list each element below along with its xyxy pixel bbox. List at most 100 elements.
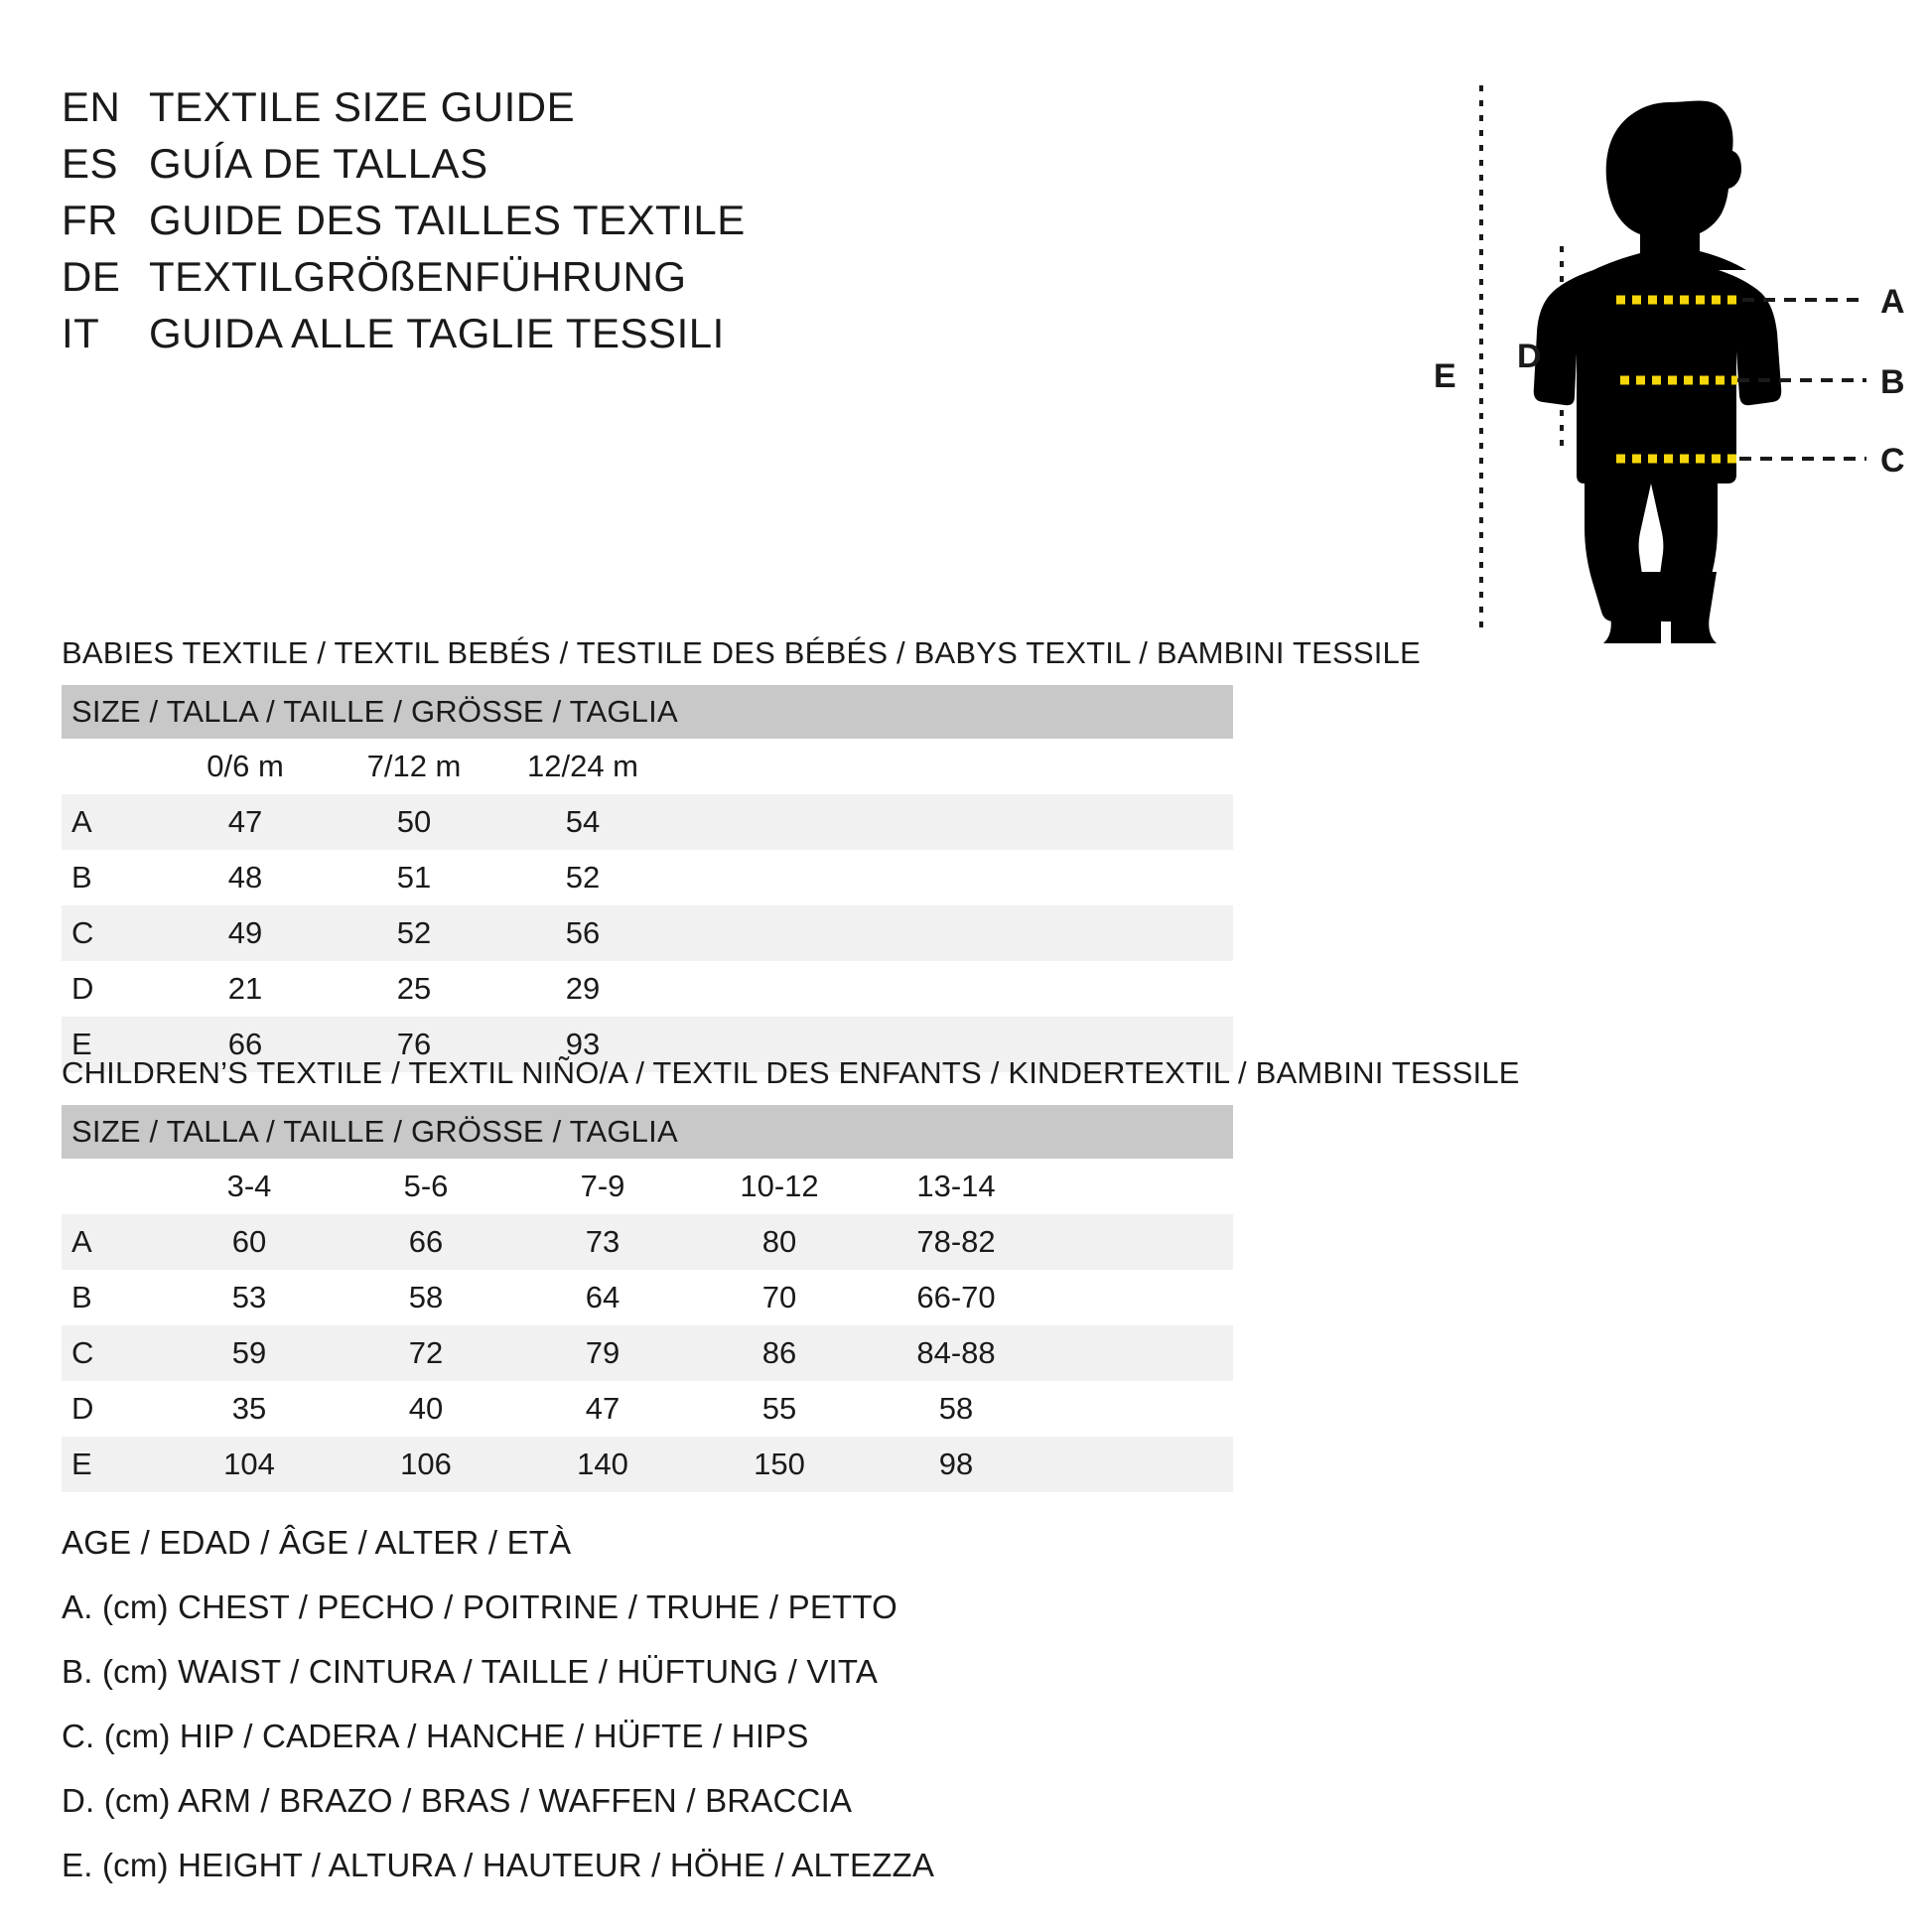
babies-cell-d-fill — [667, 961, 1234, 1017]
children-row-label-b: B — [62, 1270, 161, 1325]
table-row: C 59 72 79 86 84-88 — [62, 1325, 1234, 1381]
children-row-label-e: E — [62, 1437, 161, 1492]
children-cell-c-fill — [1044, 1325, 1234, 1381]
children-cell-c-2: 79 — [514, 1325, 691, 1381]
table-row: C 49 52 56 — [62, 905, 1234, 961]
children-cell-b-3: 70 — [691, 1270, 868, 1325]
babies-cell-c-0: 49 — [161, 905, 330, 961]
language-code-en: EN — [62, 83, 121, 130]
babies-corner-cell — [62, 739, 161, 794]
babies-cell-d-1: 25 — [330, 961, 498, 1017]
children-cell-e-1: 106 — [338, 1437, 514, 1492]
children-cell-d-1: 40 — [338, 1381, 514, 1437]
babies-cell-d-2: 29 — [498, 961, 667, 1017]
language-title-en: TEXTILE SIZE GUIDE — [149, 83, 576, 130]
babies-cell-c-fill — [667, 905, 1234, 961]
table-row: A 47 50 54 — [62, 794, 1234, 850]
table-row: E 104 106 140 150 98 — [62, 1437, 1234, 1492]
children-cell-c-3: 86 — [691, 1325, 868, 1381]
babies-cell-b-0: 48 — [161, 850, 330, 905]
children-cell-a-3: 80 — [691, 1214, 868, 1270]
babies-band-row: SIZE / TALLA / TAILLE / GRÖSSE / TAGLIA — [62, 685, 1234, 739]
babies-cell-d-0: 21 — [161, 961, 330, 1017]
children-cell-e-2: 140 — [514, 1437, 691, 1492]
babies-row-label-a: A — [62, 794, 161, 850]
babies-row-label-e: E — [62, 1017, 161, 1072]
marker-c-label: C — [1880, 442, 1905, 480]
language-row-it: IT GUIDA ALLE TAGLIE TESSILI — [62, 310, 746, 366]
marker-b-label: B — [1880, 363, 1905, 401]
table-row: E 66 76 93 — [62, 1017, 1234, 1072]
children-band-row: SIZE / TALLA / TAILLE / GRÖSSE / TAGLIA — [62, 1105, 1234, 1159]
children-cell-a-fill — [1044, 1214, 1234, 1270]
marker-e-label: E — [1434, 357, 1456, 395]
table-row: A 60 66 73 80 78-82 — [62, 1214, 1234, 1270]
children-cell-d-2: 47 — [514, 1381, 691, 1437]
table-row: D 21 25 29 — [62, 961, 1234, 1017]
children-cell-b-0: 53 — [161, 1270, 338, 1325]
children-corner-cell — [62, 1159, 161, 1214]
language-code-it: IT — [62, 310, 100, 356]
language-code-es: ES — [62, 140, 119, 187]
children-row-label-a: A — [62, 1214, 161, 1270]
babies-section-title: BABIES TEXTILE / TEXTIL BEBÉS / TESTILE … — [62, 635, 1421, 670]
children-cell-a-4: 78-82 — [868, 1214, 1044, 1270]
children-row-label-c: C — [62, 1325, 161, 1381]
children-col-0: 3-4 — [161, 1159, 338, 1214]
children-cell-c-4: 84-88 — [868, 1325, 1044, 1381]
babies-col-0: 0/6 m — [161, 739, 330, 794]
children-size-table: SIZE / TALLA / TAILLE / GRÖSSE / TAGLIA … — [62, 1105, 1234, 1492]
children-col-4: 13-14 — [868, 1159, 1044, 1214]
babies-cell-a-1: 50 — [330, 794, 498, 850]
language-title-it: GUIDA ALLE TAGLIE TESSILI — [149, 310, 725, 356]
children-cell-b-4: 66-70 — [868, 1270, 1044, 1325]
language-title-es: GUÍA DE TALLAS — [149, 140, 488, 187]
marker-a-label: A — [1880, 283, 1905, 321]
measurement-legend: AGE / EDAD / ÂGE / ALTER / ETÀ A. (cm) C… — [62, 1524, 934, 1911]
children-cell-b-2: 64 — [514, 1270, 691, 1325]
babies-col-2: 12/24 m — [498, 739, 667, 794]
children-col-3: 10-12 — [691, 1159, 868, 1214]
table-row: B 53 58 64 70 66-70 — [62, 1270, 1234, 1325]
children-cell-e-3: 150 — [691, 1437, 868, 1492]
babies-cell-e-2: 93 — [498, 1017, 667, 1072]
children-cell-a-1: 66 — [338, 1214, 514, 1270]
child-silhouette — [1533, 100, 1782, 643]
table-row: B 48 51 52 — [62, 850, 1234, 905]
babies-cell-b-1: 51 — [330, 850, 498, 905]
table-row: D 35 40 47 55 58 — [62, 1381, 1234, 1437]
legend-item-arm: D. (cm) ARM / BRAZO / BRAS / WAFFEN / BR… — [62, 1782, 853, 1819]
babies-cell-b-2: 52 — [498, 850, 667, 905]
children-column-header-row: 3-4 5-6 7-9 10-12 13-14 — [62, 1159, 1234, 1214]
children-cell-b-1: 58 — [338, 1270, 514, 1325]
babies-row-label-b: B — [62, 850, 161, 905]
babies-cell-a-fill — [667, 794, 1234, 850]
babies-cell-e-fill — [667, 1017, 1234, 1072]
babies-cell-c-1: 52 — [330, 905, 498, 961]
babies-row-label-c: C — [62, 905, 161, 961]
language-row-en: EN TEXTILE SIZE GUIDE — [62, 83, 746, 140]
language-code-fr: FR — [62, 197, 118, 243]
babies-cell-e-1: 76 — [330, 1017, 498, 1072]
children-cell-a-0: 60 — [161, 1214, 338, 1270]
children-cell-a-2: 73 — [514, 1214, 691, 1270]
babies-band-label: SIZE / TALLA / TAILLE / GRÖSSE / TAGLIA — [62, 685, 1234, 739]
legend-item-chest: A. (cm) CHEST / PECHO / POITRINE / TRUHE… — [62, 1588, 898, 1625]
babies-col-1: 7/12 m — [330, 739, 498, 794]
babies-col-fill — [667, 739, 1234, 794]
children-cell-c-0: 59 — [161, 1325, 338, 1381]
children-section: CHILDREN’S TEXTILE / TEXTIL NIÑO/A / TEX… — [62, 1055, 1520, 1492]
babies-cell-b-fill — [667, 850, 1234, 905]
children-cell-d-3: 55 — [691, 1381, 868, 1437]
babies-cell-a-0: 47 — [161, 794, 330, 850]
children-cell-d-4: 58 — [868, 1381, 1044, 1437]
measurement-figure: A B C D E — [1390, 77, 1906, 643]
children-cell-b-fill — [1044, 1270, 1234, 1325]
language-row-de: DE TEXTILGRÖßENFÜHRUNG — [62, 253, 746, 310]
language-row-es: ES GUÍA DE TALLAS — [62, 140, 746, 197]
babies-column-header-row: 0/6 m 7/12 m 12/24 m — [62, 739, 1234, 794]
children-section-title: CHILDREN’S TEXTILE / TEXTIL NIÑO/A / TEX… — [62, 1055, 1520, 1090]
language-code-de: DE — [62, 253, 121, 300]
babies-row-label-d: D — [62, 961, 161, 1017]
legend-item-waist: B. (cm) WAIST / CINTURA / TAILLE / HÜFTU… — [62, 1653, 879, 1690]
